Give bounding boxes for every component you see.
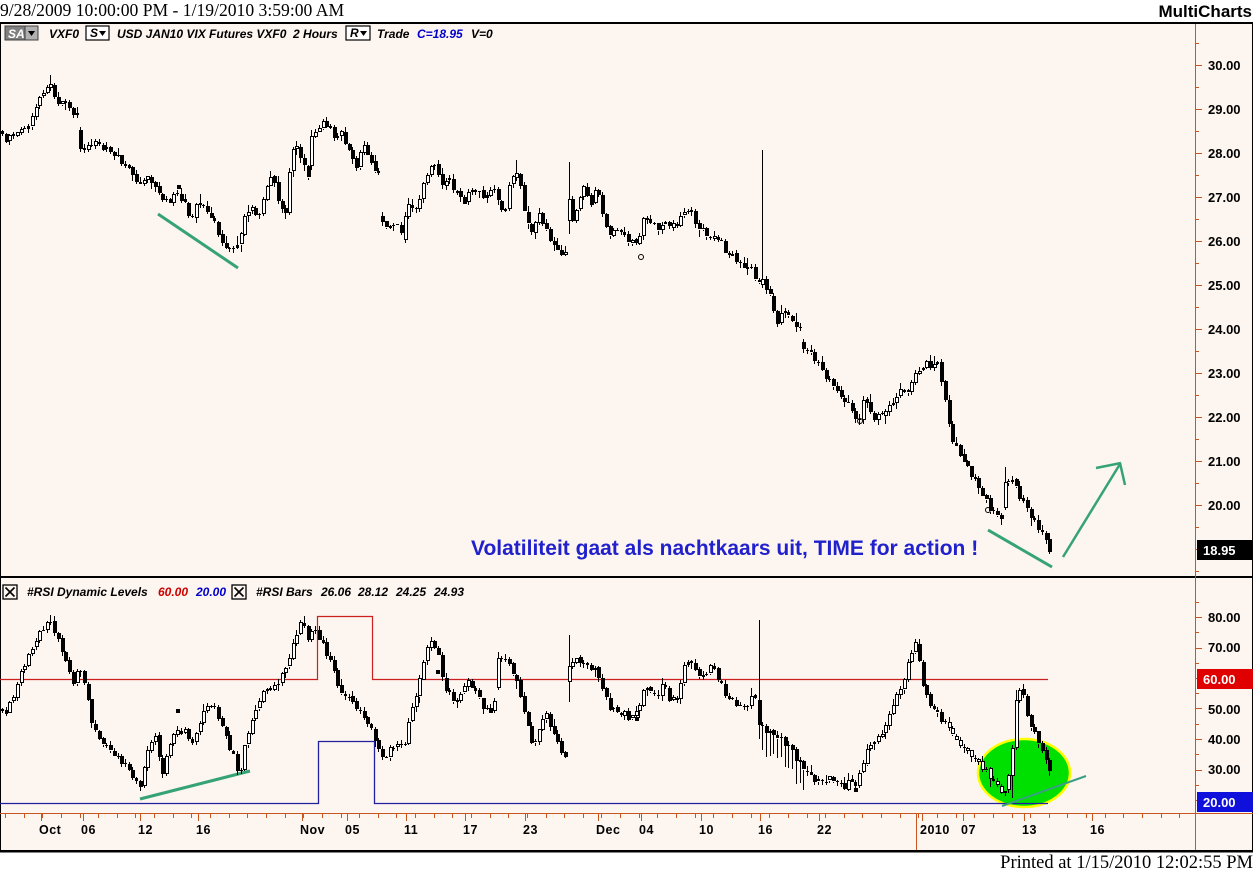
svg-text:21.00: 21.00 [1208, 454, 1241, 469]
svg-text:16: 16 [1090, 823, 1105, 837]
svg-text:SA: SA [8, 27, 25, 41]
svg-text:50.00: 50.00 [1208, 702, 1241, 717]
svg-text:60.00: 60.00 [158, 585, 188, 599]
svg-text:12: 12 [138, 823, 153, 837]
svg-text:#RSI Dynamic Levels: #RSI Dynamic Levels [27, 585, 148, 599]
svg-text:27.00: 27.00 [1208, 190, 1241, 205]
svg-text:24.00: 24.00 [1208, 322, 1241, 337]
svg-text:23: 23 [523, 823, 538, 837]
svg-text:Oct: Oct [39, 823, 62, 837]
svg-text:C=18.95: C=18.95 [417, 27, 463, 41]
svg-text:40.00: 40.00 [1208, 732, 1241, 747]
svg-text:20.00: 20.00 [1203, 795, 1236, 810]
svg-text:24.93: 24.93 [433, 585, 464, 599]
svg-text:25.00: 25.00 [1208, 278, 1241, 293]
svg-text:Printed at 1/15/2010 12:02:55: Printed at 1/15/2010 12:02:55 PM [1000, 853, 1253, 873]
svg-text:80.00: 80.00 [1208, 610, 1241, 625]
svg-text:10: 10 [699, 823, 714, 837]
svg-text:9/28/2009 10:00:00 PM - 1/19/2: 9/28/2009 10:00:00 PM - 1/19/2010 3:59:0… [0, 0, 344, 20]
svg-text:13: 13 [1022, 823, 1037, 837]
svg-text:22.00: 22.00 [1208, 410, 1241, 425]
svg-text:11: 11 [404, 823, 418, 837]
svg-text:Dec: Dec [596, 823, 620, 837]
svg-text:S: S [90, 26, 98, 40]
svg-text:23.00: 23.00 [1208, 366, 1241, 381]
svg-text:17: 17 [463, 823, 478, 837]
svg-text:Trade: Trade [377, 27, 410, 41]
svg-text:MultiCharts: MultiCharts [1159, 2, 1253, 21]
svg-text:16: 16 [196, 823, 211, 837]
svg-text:V=0: V=0 [471, 27, 493, 41]
svg-text:07: 07 [961, 823, 976, 837]
svg-text:18.95: 18.95 [1203, 543, 1236, 558]
svg-text:20.00: 20.00 [195, 585, 226, 599]
svg-text:30.00: 30.00 [1208, 762, 1241, 777]
svg-text:06: 06 [81, 823, 96, 837]
svg-text:05: 05 [345, 823, 360, 837]
svg-text:VXF0: VXF0 [49, 27, 79, 41]
svg-text:#RSI Bars: #RSI Bars [256, 585, 313, 599]
svg-text:70.00: 70.00 [1208, 640, 1241, 655]
svg-text:16: 16 [758, 823, 773, 837]
svg-text:28.00: 28.00 [1208, 146, 1241, 161]
svg-text:Nov: Nov [300, 823, 325, 837]
svg-text:26.06: 26.06 [320, 585, 351, 599]
svg-text:R: R [350, 26, 359, 40]
svg-text:26.00: 26.00 [1208, 234, 1241, 249]
svg-text:20.00: 20.00 [1208, 498, 1241, 513]
svg-text:24.25: 24.25 [395, 585, 426, 599]
svg-text:22: 22 [817, 823, 832, 837]
svg-text:USD JAN10 VIX Futures VXF0 2: USD JAN10 VIX Futures VXF0 2 Hours [117, 27, 338, 41]
svg-text:04: 04 [639, 823, 654, 837]
svg-text:30.00: 30.00 [1208, 58, 1241, 73]
svg-text:Volatiliteit gaat als nachtkaa: Volatiliteit gaat als nachtkaars uit, TI… [471, 537, 978, 560]
svg-text:29.00: 29.00 [1208, 102, 1241, 117]
svg-text:2010: 2010 [920, 823, 950, 837]
svg-text:60.00: 60.00 [1203, 672, 1236, 687]
svg-text:28.12: 28.12 [357, 585, 388, 599]
